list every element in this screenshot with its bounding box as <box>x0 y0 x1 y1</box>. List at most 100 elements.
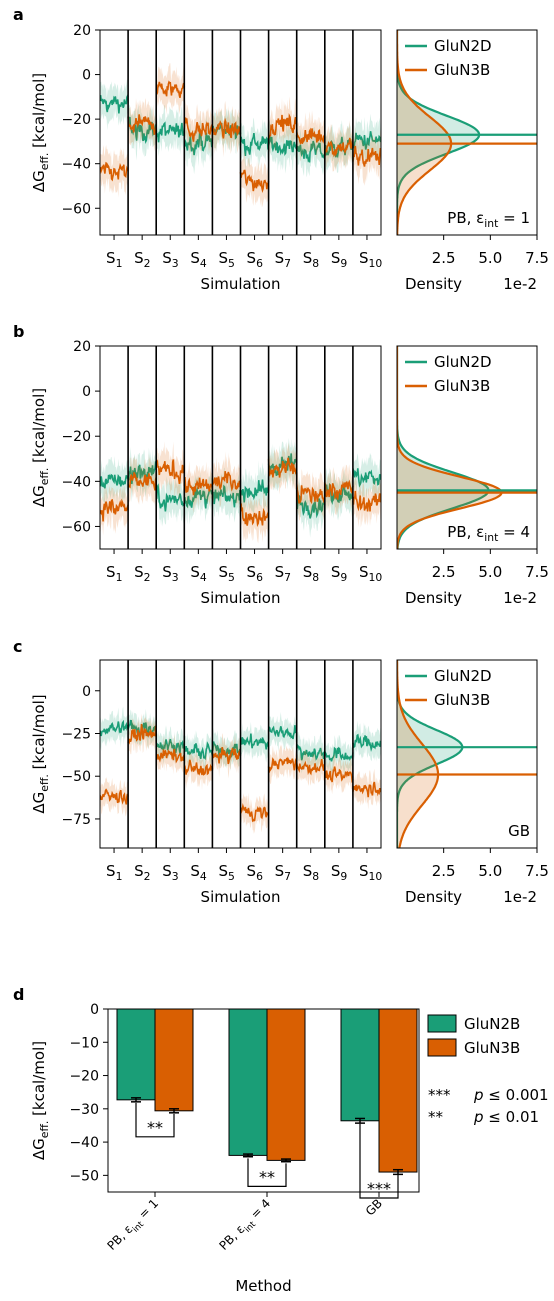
series-line-glun2d <box>100 719 129 737</box>
significance-stars: *** <box>367 1179 391 1198</box>
x-tick-label: S9 <box>331 563 348 584</box>
plot-frame <box>107 1008 420 1193</box>
p-legend-text: p ≤ 0.01 <box>473 1108 539 1126</box>
bar-glun3b <box>378 1008 418 1173</box>
series-line-glun3b <box>183 476 214 496</box>
y-tick-label: −75 <box>61 812 91 828</box>
series-line-glun2d <box>183 741 214 761</box>
density-fill-glun2d <box>397 346 489 549</box>
series-band-glun2d <box>156 105 185 157</box>
x-axis-label: Simulation <box>201 275 281 293</box>
density-frame <box>396 345 538 550</box>
x-tick-label: S1 <box>106 249 122 270</box>
legend-swatch <box>427 1038 457 1057</box>
density-x-tick-label: 2.5 <box>432 862 456 880</box>
series-line-glun2d <box>127 461 157 485</box>
series-line-glun3b <box>352 781 381 798</box>
density-fill-glun3b <box>397 30 452 235</box>
series-band-glun3b <box>128 453 157 506</box>
significance-stars: ** <box>259 1167 275 1186</box>
y-tick-label: −10 <box>69 1035 99 1051</box>
series-band-glun2d <box>100 79 129 131</box>
series-line-glun3b <box>352 490 381 512</box>
x-tick-label: PB, εint = 4 <box>216 1196 275 1255</box>
density-scale-label: 1e-2 <box>503 275 537 293</box>
line-area <box>100 706 381 834</box>
panel-letter: b <box>13 322 24 341</box>
series-line-glun2d <box>100 94 129 114</box>
x-tick-label: S9 <box>331 249 348 270</box>
x-tick-label: S8 <box>303 563 320 584</box>
series-line-glun3b <box>127 114 157 135</box>
density-scale-label: 1e-2 <box>503 589 537 607</box>
density-area <box>397 346 503 549</box>
p-legend-stars: ** <box>428 1108 444 1126</box>
series-line-glun2d <box>156 483 186 512</box>
x-tick-label: S8 <box>303 862 320 883</box>
series-line-glun3b <box>324 137 354 158</box>
series-band-glun3b <box>324 752 353 797</box>
density-area <box>397 660 464 848</box>
series-line-glun2d <box>324 746 354 762</box>
series-line-glun3b <box>211 747 242 765</box>
series-line-glun3b <box>324 479 354 500</box>
series-line-glun2d <box>155 738 186 755</box>
bar-glun2b <box>116 1008 156 1101</box>
legend-label: GluN3B <box>434 691 490 709</box>
method-annotation: PB, εint = 4 <box>447 523 530 544</box>
p-legend-stars: *** <box>428 1086 451 1104</box>
series-line-glun3b <box>352 145 381 167</box>
x-axis-label: Simulation <box>201 589 281 607</box>
series-band-glun3b <box>296 745 325 786</box>
x-tick-label: S6 <box>247 563 264 584</box>
density-x-tick-label: 7.5 <box>525 249 549 267</box>
series-line-glun3b <box>155 80 186 99</box>
series-line-glun3b <box>183 759 214 776</box>
legend-label: GluN2D <box>434 353 492 371</box>
density-frame <box>396 659 538 849</box>
x-tick-label: S4 <box>190 862 207 883</box>
y-tick-label: −20 <box>61 429 91 445</box>
series-line-glun3b <box>324 766 354 783</box>
density-x-tick-label: 2.5 <box>432 249 456 267</box>
x-tick-label: S4 <box>190 563 207 584</box>
x-tick-label: S2 <box>134 862 150 883</box>
series-band-glun2d <box>268 118 297 174</box>
legend-label: GluN2D <box>434 667 492 685</box>
density-fill-glun2d <box>397 30 480 235</box>
series-line-glun3b <box>155 748 186 764</box>
x-tick-label: S5 <box>218 862 234 883</box>
series-line-glun2d <box>239 479 270 503</box>
series-line-glun3b <box>100 788 129 805</box>
series-line-glun3b <box>295 483 326 506</box>
density-scale-label: 1e-2 <box>503 888 537 906</box>
series-band-glun3b <box>324 464 353 516</box>
x-tick-label: GB <box>363 1196 385 1218</box>
significance-bracket <box>359 1123 399 1199</box>
x-tick-label: S7 <box>275 249 291 270</box>
density-x-tick-label: 7.5 <box>525 563 549 581</box>
series-line-glun3b <box>239 503 270 528</box>
legend-swatch <box>427 1014 457 1033</box>
panel-a: a ΔGeff. [kcal/mol] 20 0 −20 −40 −60 S1 S2 S3 S4 S5… <box>13 5 549 293</box>
y-tick-label: −50 <box>61 769 91 785</box>
y-tick-label: 0 <box>82 684 91 700</box>
y-tick-label: −20 <box>69 1069 99 1085</box>
series-line-glun2d <box>295 744 326 761</box>
x-tick-label: PB, εint = 1 <box>104 1196 163 1255</box>
density-x-label: Density <box>405 589 462 607</box>
density-fill-glun3b <box>397 660 439 848</box>
series-line-glun3b <box>127 723 157 745</box>
y-tick-label: 20 <box>73 339 91 355</box>
density-x-tick-label: 5.0 <box>478 249 502 267</box>
series-line-glun2d <box>183 486 214 509</box>
series-line-glun3b <box>295 127 326 145</box>
significance-bracket <box>247 1158 287 1187</box>
x-tick-label: S9 <box>331 862 348 883</box>
method-annotation: GB <box>508 822 530 840</box>
density-x-label: Density <box>405 275 462 293</box>
series-line-glun3b <box>267 756 298 773</box>
series-line-glun3b <box>211 117 242 139</box>
panel-b: b ΔGeff. [kcal/mol] 20 0 −20 −40 −60 S1 S2 S3 S4 S5… <box>13 322 549 607</box>
x-tick-label: S10 <box>359 862 382 883</box>
